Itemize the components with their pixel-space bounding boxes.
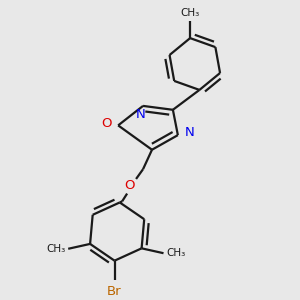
Text: O: O	[124, 179, 135, 192]
Text: N: N	[136, 108, 146, 121]
Text: O: O	[101, 117, 112, 130]
Text: CH₃: CH₃	[46, 244, 65, 254]
Text: CH₃: CH₃	[181, 8, 200, 18]
Text: N: N	[184, 126, 194, 139]
Text: Br: Br	[107, 284, 122, 298]
Text: CH₃: CH₃	[167, 248, 186, 258]
